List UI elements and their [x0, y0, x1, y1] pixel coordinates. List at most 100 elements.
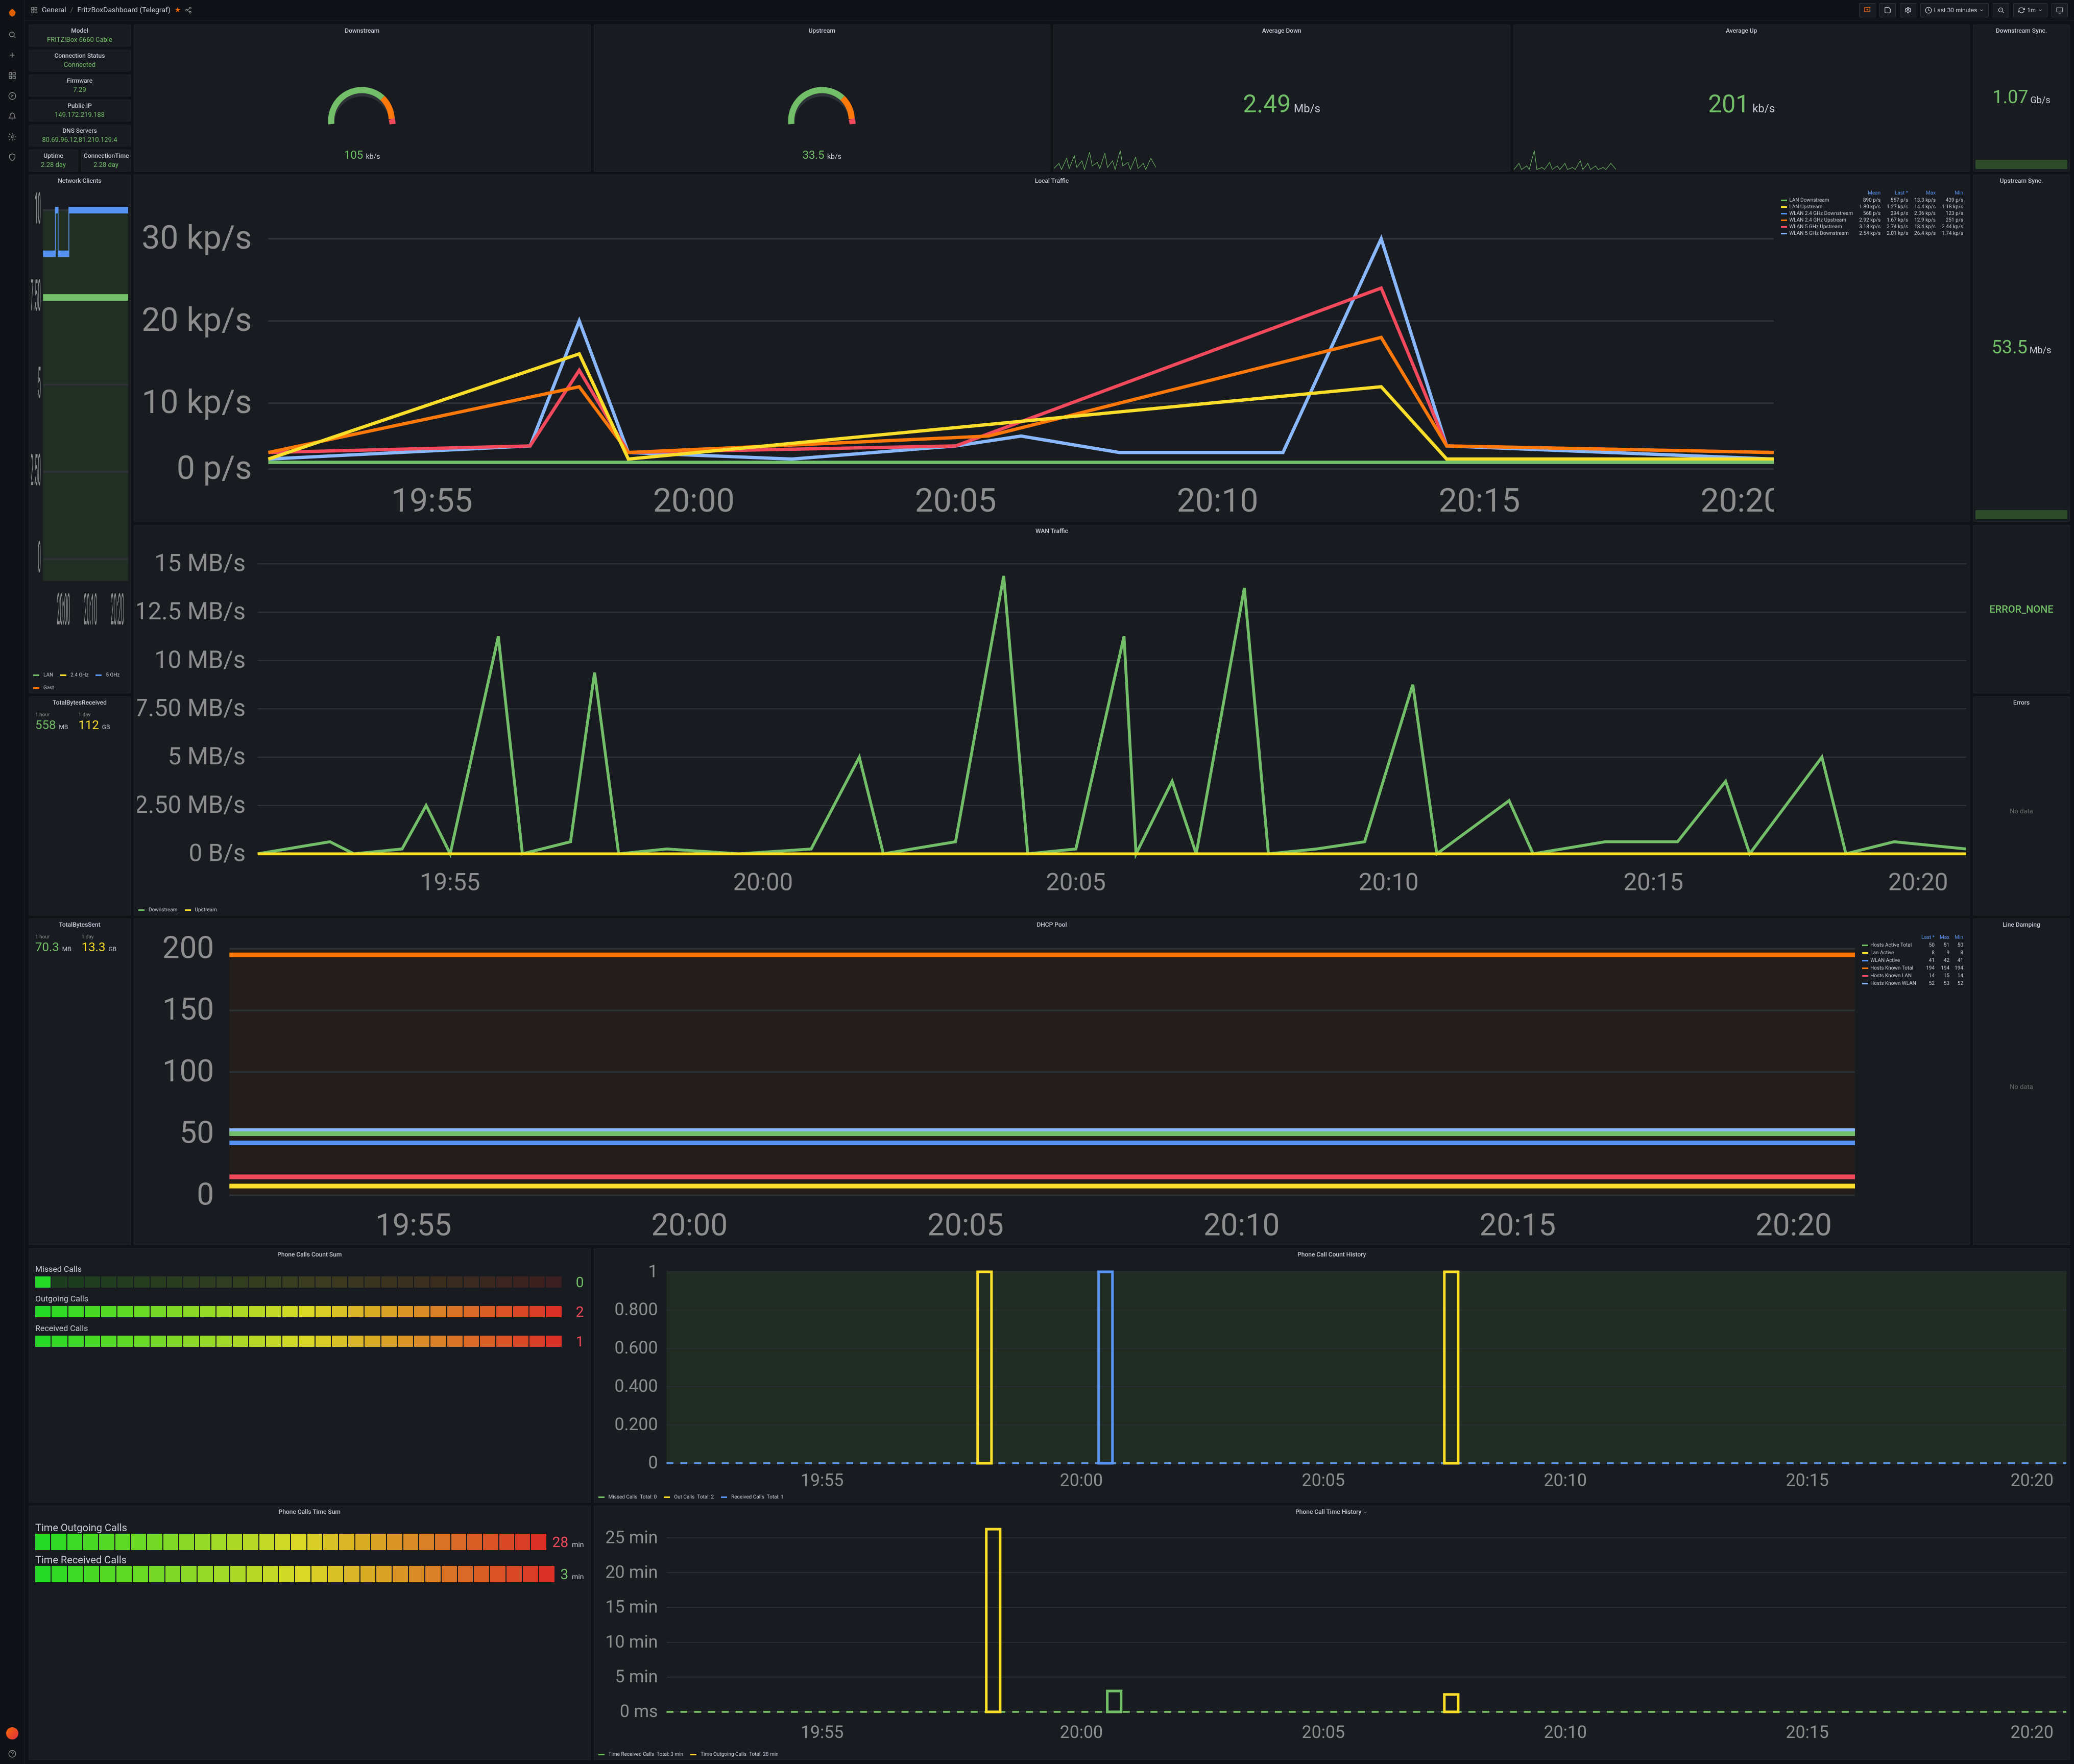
tv-mode-button[interactable] — [2052, 3, 2068, 17]
nodata: No data — [2010, 1083, 2033, 1091]
chart-svg: 25 min 20 min 15 min 10 min 5 min 0 ms 1… — [597, 1520, 2067, 1747]
panel-model[interactable]: Model FRITZ!Box 6660 Cable — [29, 25, 131, 46]
panel-uptime[interactable]: Uptime 2.28 day — [29, 150, 78, 172]
legend-item[interactable]: Downstream — [138, 907, 178, 913]
svg-text:15 min: 15 min — [605, 1597, 658, 1617]
search-icon[interactable] — [4, 27, 20, 43]
panel-upstream-gauge[interactable]: Upstream 33.5 kb/s — [594, 25, 1051, 172]
panel-firmware[interactable]: Firmware 7.29 — [29, 75, 131, 96]
share-icon[interactable] — [185, 7, 192, 14]
timerange-button[interactable]: Last 30 minutes — [1920, 3, 1989, 17]
panel-phone-time[interactable]: Phone Calls Time Sum Time Outgoing Calls… — [29, 1506, 591, 1760]
svg-text:20:20: 20:20 — [2010, 1722, 2053, 1743]
panel-damping[interactable]: Line Damping No data — [1973, 919, 2070, 1245]
panel-avg-down[interactable]: Average Down 2.49 Mb/s — [1053, 25, 1510, 172]
stat-body: ERROR_NONE — [1973, 525, 2069, 692]
svg-text:5 min: 5 min — [615, 1666, 658, 1687]
panel-sync-up[interactable]: Upstream Sync. 53.5 Mb/s — [1973, 175, 2070, 522]
bytes-label: 1 day — [82, 934, 116, 940]
bar-gauge-label: Outgoing Calls — [35, 1294, 584, 1303]
chart-body: 30 kp/s 20 kp/s 10 kp/s 0 p/s 19:55 20:0… — [134, 186, 1969, 521]
panel-title: Downstream — [134, 25, 590, 36]
user-avatar[interactable] — [6, 1727, 18, 1739]
panel-phone-time-history[interactable]: Phone Call Time History 25 min 20 min 15… — [594, 1506, 2070, 1760]
info-value: 7.29 — [29, 86, 130, 96]
svg-text:20:10: 20:10 — [84, 585, 97, 636]
chevron-down-icon — [2038, 8, 2043, 13]
shield-icon[interactable] — [4, 149, 20, 165]
config-icon[interactable] — [4, 129, 20, 145]
panel-body: No data — [1973, 930, 2069, 1245]
error-value: ERROR_NONE — [1989, 603, 2053, 615]
chevron-down-icon — [1979, 8, 1984, 13]
info-value: FRITZ!Box 6660 Cable — [29, 36, 130, 46]
sidebar — [0, 0, 25, 1764]
panel-conn-status[interactable]: Connection Status Connected — [29, 50, 131, 71]
panel-dhcp[interactable]: DHCP Pool 200 150 100 50 0 — [134, 919, 1970, 1245]
panel-wan-traffic[interactable]: WAN Traffic 15 MB/s 12.5 MB/s 10 MB/s 7.… — [134, 525, 1970, 915]
breadcrumb-parent[interactable]: General — [42, 6, 66, 14]
legend-item[interactable]: Out Calls Total: 2 — [664, 1494, 714, 1500]
svg-text:7.50: 7.50 — [31, 271, 41, 322]
legend-item[interactable]: Time Received Calls Total: 3 min — [598, 1752, 684, 1757]
breadcrumb-title[interactable]: FritzBoxDashboard (Telegraf) — [77, 6, 170, 14]
svg-text:20:10: 20:10 — [1203, 1207, 1280, 1242]
star-icon[interactable]: ★ — [175, 6, 181, 14]
explore-icon[interactable] — [4, 88, 20, 104]
panel-net-clients[interactable]: Network Clients 10 7.50 5 2.50 0 20: — [29, 175, 131, 693]
svg-text:20:10: 20:10 — [1544, 1470, 1586, 1489]
svg-text:20:15: 20:15 — [1439, 481, 1521, 518]
grafana-logo-icon[interactable] — [4, 6, 20, 22]
legend-item[interactable]: 5 GHz — [95, 672, 119, 678]
legend-item[interactable]: Gast — [33, 685, 54, 691]
legend-item[interactable]: Time Outgoing Calls Total: 28 min — [690, 1752, 779, 1757]
legend-item[interactable]: Received Calls Total: 1 — [721, 1494, 783, 1500]
sparkline — [1054, 148, 1156, 171]
panel-local-traffic[interactable]: Local Traffic 30 kp/s 20 kp/s 10 kp/s 0 … — [134, 175, 1970, 522]
svg-text:0 B/s: 0 B/s — [189, 838, 246, 867]
panel-title: DNS Servers — [29, 125, 130, 136]
legend-item[interactable]: LAN — [33, 672, 53, 678]
bar-gauge-list: Time Outgoing Calls28 minTime Received C… — [29, 1517, 590, 1586]
add-panel-button[interactable] — [1859, 3, 1875, 17]
panel-phone-count[interactable]: Phone Calls Count Sum Missed Calls0Outgo… — [29, 1248, 591, 1503]
panel-downstream-gauge[interactable]: Downstream 105 kb/s — [134, 25, 591, 172]
help-icon[interactable] — [4, 1746, 20, 1762]
dashboards-icon[interactable] — [4, 67, 20, 84]
panel-title: Local Traffic — [134, 175, 1969, 186]
legend-item[interactable]: Upstream — [185, 907, 217, 913]
bar-gauge-label: Time Received Calls — [35, 1554, 584, 1566]
settings-button[interactable] — [1900, 3, 1916, 17]
legend-item[interactable]: Missed Calls Total: 0 — [598, 1494, 657, 1500]
panel-bytes-recv[interactable]: TotalBytesReceived 1 hour 558 MB 1 day 1… — [29, 696, 131, 915]
chevron-down-icon[interactable] — [1363, 1510, 1368, 1515]
alerting-icon[interactable] — [4, 108, 20, 125]
zoom-out-button[interactable] — [1993, 3, 2009, 17]
svg-text:19:55: 19:55 — [420, 867, 480, 896]
panel-avg-up[interactable]: Average Up 201 kb/s — [1513, 25, 1970, 172]
panel-conn-time[interactable]: ConnectionTime 2.28 day — [81, 150, 131, 172]
panel-error-status[interactable]: ERROR_NONE — [1973, 525, 2070, 693]
panel-errors[interactable]: Errors No data — [1973, 696, 2070, 915]
legend: Time Received Calls Total: 3 min Time Out… — [594, 1750, 2070, 1759]
refresh-button[interactable]: 1m — [2013, 3, 2047, 17]
svg-text:20:00: 20:00 — [652, 1207, 728, 1242]
panel-phone-history[interactable]: Phone Call Count History 1 0.800 0.600 0… — [594, 1248, 2070, 1503]
save-button[interactable] — [1879, 3, 1896, 17]
svg-text:2.50 MB/s: 2.50 MB/s — [137, 790, 246, 819]
svg-text:20:15: 20:15 — [1624, 867, 1683, 896]
panel-public-ip[interactable]: Public IP 149.172.219.188 — [29, 100, 131, 122]
bar-gauge-row: 2 — [35, 1303, 584, 1320]
chart-svg: 15 MB/s 12.5 MB/s 10 MB/s 7.50 MB/s 5 MB… — [137, 540, 1966, 902]
breadcrumb: General / FritzBoxDashboard (Telegraf) ★ — [31, 6, 192, 14]
svg-text:20:15: 20:15 — [1480, 1207, 1556, 1242]
panel-bytes-sent[interactable]: TotalBytesSent 1 hour 70.3 MB 1 day 13.3… — [29, 919, 131, 1245]
panel-dns[interactable]: DNS Servers 80.69.96.12,81.210.129.4 — [29, 125, 131, 147]
bytes-val: 558 MB — [35, 718, 68, 732]
bar-gauge-label: Received Calls — [35, 1323, 584, 1333]
legend-item[interactable]: 2.4 GHz — [60, 672, 88, 678]
panel-sync-down[interactable]: Downstream Sync. 1.07 Gb/s — [1973, 25, 2070, 172]
svg-text:20:15: 20:15 — [1786, 1722, 1828, 1743]
plus-icon[interactable] — [4, 47, 20, 63]
bytes-row: 1 hour 70.3 MB 1 day 13.3 GB — [29, 930, 130, 958]
